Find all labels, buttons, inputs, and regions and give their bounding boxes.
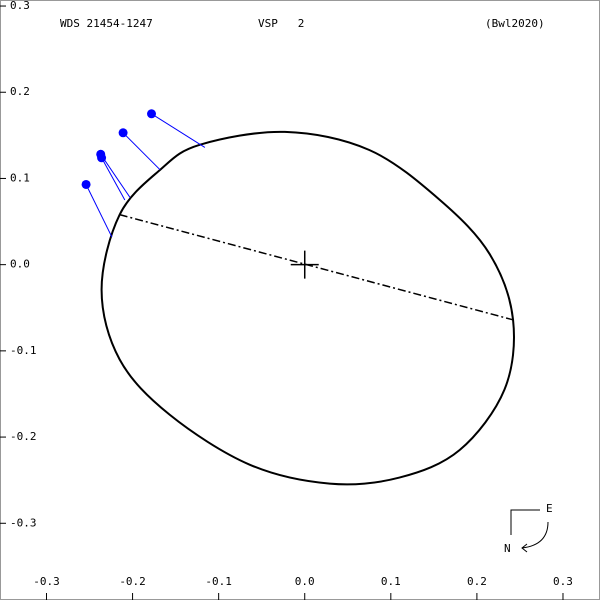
compass-arrow	[521, 521, 549, 553]
y-tick-label: -0.2	[10, 430, 37, 443]
y-tick-label: 0.0	[10, 258, 30, 271]
x-tick-label: -0.1	[205, 575, 232, 588]
residual	[151, 113, 206, 148]
observation	[81, 179, 91, 189]
center-cross	[290, 250, 319, 279]
y-tick-label: -0.3	[10, 516, 37, 529]
y-tick-label: 0.1	[10, 171, 30, 184]
x-tick-label: -0.3	[33, 575, 60, 588]
y-tick-label: 0.2	[10, 85, 30, 98]
compass-east: E	[546, 502, 553, 515]
orbit	[100, 130, 515, 486]
residual	[101, 157, 126, 201]
x-tick-label: 0.3	[553, 575, 573, 588]
residual	[85, 184, 113, 238]
residual	[100, 154, 131, 198]
y-tick-label: 0.3	[10, 0, 30, 12]
observation	[97, 153, 107, 163]
reference: (Bwl2020)	[485, 17, 545, 30]
x-tick-label: 0.1	[381, 575, 401, 588]
chart-subtitle: VSP 2	[258, 17, 304, 30]
compass-north: N	[504, 542, 511, 555]
x-tick-label: 0.0	[295, 575, 315, 588]
y-tick-label: -0.1	[10, 344, 37, 357]
chart-title: WDS 21454-1247	[60, 17, 153, 30]
compass-axes	[510, 509, 540, 535]
observation	[147, 109, 157, 119]
x-tick-label: -0.2	[119, 575, 146, 588]
line-of-nodes	[119, 213, 514, 321]
observation	[118, 128, 128, 138]
x-tick-label: 0.2	[467, 575, 487, 588]
compass: E N	[504, 502, 553, 555]
residual	[122, 132, 161, 171]
